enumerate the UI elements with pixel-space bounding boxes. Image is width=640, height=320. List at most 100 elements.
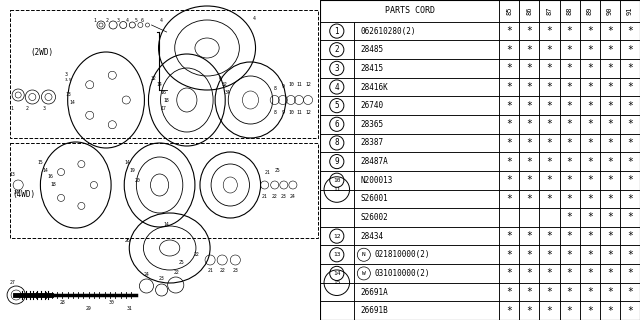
Text: *: *: [627, 194, 633, 204]
Bar: [499, 208, 519, 227]
Bar: [580, 22, 600, 40]
Text: 26691B: 26691B: [361, 306, 388, 315]
Text: 9: 9: [335, 157, 339, 166]
Text: *: *: [527, 268, 532, 278]
Bar: [580, 264, 600, 283]
Text: *: *: [587, 306, 593, 316]
Bar: [600, 40, 620, 59]
Bar: [320, 264, 354, 283]
Text: 13: 13: [9, 172, 15, 178]
Bar: [600, 171, 620, 189]
Text: 28487A: 28487A: [361, 157, 388, 166]
Bar: [600, 152, 620, 171]
Text: 2: 2: [106, 18, 109, 22]
Bar: [620, 134, 640, 152]
Text: *: *: [547, 63, 552, 73]
Text: 062610280(2): 062610280(2): [361, 27, 416, 36]
Bar: [620, 40, 640, 59]
Text: *: *: [566, 194, 573, 204]
Text: *: *: [527, 194, 532, 204]
Text: *: *: [547, 138, 552, 148]
Text: 3: 3: [43, 107, 46, 111]
Text: 28387: 28387: [361, 139, 384, 148]
Text: 27: 27: [9, 279, 15, 284]
Bar: [620, 0, 640, 22]
Bar: [600, 96, 620, 115]
Text: 4: 4: [160, 18, 163, 22]
Bar: [10, 10, 318, 138]
Text: 6: 6: [141, 18, 144, 22]
Text: *: *: [627, 26, 633, 36]
Text: *: *: [566, 26, 573, 36]
Text: (2WD): (2WD): [30, 47, 53, 57]
Text: *: *: [547, 268, 552, 278]
Text: 3: 3: [116, 18, 120, 22]
Text: 021810000(2): 021810000(2): [374, 250, 429, 259]
Text: 90: 90: [607, 7, 613, 15]
Text: 11: 11: [296, 83, 302, 87]
Text: 26691A: 26691A: [361, 288, 388, 297]
Bar: [320, 59, 354, 78]
Text: 88: 88: [566, 7, 573, 15]
Text: *: *: [587, 250, 593, 260]
Text: *: *: [566, 287, 573, 297]
Text: *: *: [607, 138, 612, 148]
Bar: [320, 208, 354, 227]
Bar: [354, 78, 499, 96]
Text: 1: 1: [11, 106, 13, 110]
Text: *: *: [547, 250, 552, 260]
Bar: [620, 152, 640, 171]
Text: 14: 14: [333, 271, 340, 276]
Text: *: *: [547, 156, 552, 166]
Text: 13: 13: [333, 252, 340, 257]
Bar: [540, 96, 559, 115]
Text: *: *: [627, 231, 633, 241]
Bar: [354, 283, 499, 301]
Text: 24: 24: [290, 194, 296, 198]
Text: 12: 12: [333, 234, 340, 239]
Bar: [10, 143, 318, 238]
Bar: [559, 40, 580, 59]
Text: *: *: [506, 63, 512, 73]
Text: *: *: [587, 268, 593, 278]
Bar: [580, 189, 600, 208]
Bar: [519, 227, 540, 245]
Text: 031010000(2): 031010000(2): [374, 269, 429, 278]
Text: 85: 85: [506, 7, 512, 15]
Bar: [519, 152, 540, 171]
Bar: [540, 152, 559, 171]
Text: 16: 16: [47, 174, 53, 180]
Bar: [620, 78, 640, 96]
Text: *: *: [506, 287, 512, 297]
Text: *: *: [627, 138, 633, 148]
Bar: [620, 264, 640, 283]
Text: *: *: [547, 45, 552, 55]
Bar: [320, 171, 354, 189]
Text: *: *: [527, 175, 532, 185]
Text: 5: 5: [335, 101, 339, 110]
Text: *: *: [627, 45, 633, 55]
Bar: [540, 134, 559, 152]
Bar: [559, 115, 580, 134]
Text: 3: 3: [335, 64, 339, 73]
Text: 8: 8: [273, 110, 276, 116]
Bar: [354, 171, 499, 189]
Text: *: *: [547, 26, 552, 36]
Text: 22: 22: [272, 194, 278, 198]
Bar: [580, 152, 600, 171]
Text: 11: 11: [333, 187, 340, 192]
Bar: [559, 283, 580, 301]
Bar: [540, 227, 559, 245]
Bar: [580, 208, 600, 227]
Bar: [320, 245, 354, 264]
Text: *: *: [607, 306, 612, 316]
Text: 4: 4: [253, 15, 256, 20]
Text: *: *: [587, 287, 593, 297]
Text: 28434: 28434: [361, 232, 384, 241]
Text: 21: 21: [265, 171, 271, 175]
Bar: [600, 59, 620, 78]
Text: *: *: [506, 156, 512, 166]
Bar: [600, 264, 620, 283]
Text: *: *: [587, 119, 593, 129]
Text: *: *: [506, 138, 512, 148]
